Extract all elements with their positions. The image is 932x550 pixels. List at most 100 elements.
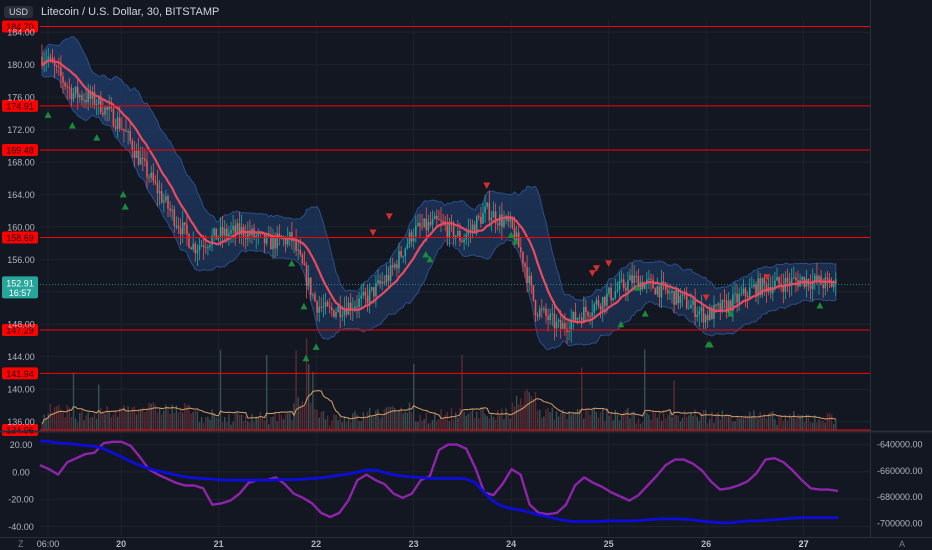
volume-bar [438, 419, 440, 430]
volume-bar [324, 419, 327, 430]
volume-bar [234, 412, 236, 430]
volume-bar [387, 406, 390, 430]
volume-bar [509, 418, 511, 430]
candle-body [616, 289, 619, 292]
volume-bar [782, 420, 784, 430]
volume-bar [278, 411, 280, 430]
candle-body [625, 287, 627, 291]
candle-body [545, 308, 547, 316]
candle-body [125, 130, 127, 132]
volume-bar [688, 415, 690, 430]
zoom-button[interactable]: Z [18, 539, 24, 549]
volume-bar [295, 350, 297, 430]
candle-body [816, 275, 818, 282]
price-tick-label: 176.00 [7, 93, 35, 103]
candle-body [601, 297, 604, 310]
volume-bar [121, 408, 123, 430]
volume-bar [665, 418, 667, 430]
sell-signal-icon [763, 274, 771, 281]
buy-signal-icon [44, 111, 52, 118]
volume-bar [64, 417, 66, 430]
candle-body [171, 209, 173, 211]
buy-signal-icon [617, 320, 625, 328]
volume-bar [597, 417, 600, 430]
candle-body [257, 232, 260, 236]
volume-bar [108, 411, 110, 430]
auto-scale-button[interactable]: A [899, 539, 906, 549]
volume-bar [772, 411, 774, 430]
candle-body [389, 265, 392, 281]
volume-bar [303, 406, 306, 430]
volume-bar [360, 421, 362, 430]
volume-bar [373, 416, 375, 430]
volume-bar [62, 411, 64, 430]
buy-signal-icon [511, 237, 519, 245]
volume-bar [585, 409, 587, 430]
candle-body [494, 211, 497, 224]
candle-body [452, 224, 455, 239]
oscillator-series-purple [39, 440, 839, 519]
candle-body [158, 191, 161, 194]
time-axis[interactable]: 06:00 20 21 22 23 24 25 26 27 [37, 539, 809, 549]
candle-body [635, 275, 638, 277]
candle-body [618, 281, 621, 290]
candle-body [404, 248, 407, 257]
candle-body [320, 306, 323, 308]
candle-body [198, 245, 201, 251]
oscillator-axis-right: -640000.00 -660000.00 -680000.00 -700000.00 [877, 440, 923, 529]
volume-bar [801, 415, 803, 430]
candle-body [488, 202, 491, 221]
volume-bar [606, 408, 608, 430]
volume-bar [564, 413, 566, 430]
oscillator-pane[interactable] [40, 433, 870, 535]
volume-bar [499, 415, 501, 430]
volume-bar [530, 396, 532, 430]
candle-body [683, 294, 686, 296]
volume-bar [392, 405, 394, 430]
candle-body [402, 256, 404, 258]
volume-bar [780, 414, 782, 430]
volume-bar [541, 417, 543, 430]
candle-body [72, 93, 75, 100]
candle-body [276, 233, 278, 249]
candle-body [648, 278, 650, 280]
volume-bar [652, 411, 654, 430]
signals [44, 111, 824, 362]
volume-bar [127, 406, 129, 430]
volume-bar [242, 421, 245, 430]
candle-body [64, 82, 66, 87]
time-tick-label: 22 [311, 539, 321, 549]
volume-bar [623, 412, 625, 430]
level-label: 174.91 [6, 101, 34, 111]
volume-bar [98, 384, 100, 430]
volume-bar [272, 416, 274, 430]
volume-bar [245, 416, 247, 430]
volume-bar [450, 408, 453, 430]
candle-body [828, 278, 831, 282]
oscillator-tick-label: 20.00 [10, 440, 33, 450]
candle-body [637, 275, 640, 291]
volume-bar [291, 420, 293, 430]
volume-bar [43, 414, 45, 430]
candle-body [190, 247, 192, 250]
volume-bar [759, 411, 761, 430]
candle-body [129, 131, 131, 141]
volume-bar [755, 417, 757, 430]
candle-body [660, 281, 663, 298]
candle-body [368, 289, 371, 304]
sell-signal-icon [588, 270, 596, 277]
candle-body [835, 279, 837, 285]
price-axis[interactable]: 184.00 180.00 176.00 172.00 168.00 164.00 160.… [7, 28, 35, 427]
currency-badge[interactable]: USD [4, 6, 34, 18]
candle-body [702, 307, 705, 323]
candle-body [146, 160, 148, 178]
volume-bar [725, 414, 728, 430]
volume-bar [671, 416, 673, 430]
volume-bar [119, 408, 121, 430]
candle-body [177, 225, 180, 229]
volume-bar [146, 409, 148, 430]
candle-body [66, 86, 68, 88]
volume-bar [329, 425, 331, 430]
volume-bar [484, 414, 486, 430]
